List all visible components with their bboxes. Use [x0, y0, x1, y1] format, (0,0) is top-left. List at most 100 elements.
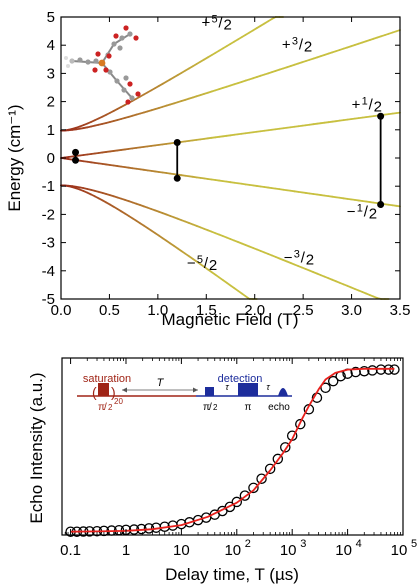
level-label-sign: − [187, 255, 196, 272]
echo-x-axis-label: Delay time, T (µs) [165, 565, 299, 584]
level-label-numerator: 1 [362, 95, 368, 107]
x-tick-label: 1.5 [196, 302, 217, 319]
det-pulse-den: 2 [213, 403, 218, 412]
pi-pulse-label: π [245, 402, 252, 413]
det-pulse-num: π [203, 402, 210, 413]
level-label: −5/2 [187, 254, 217, 274]
sat-pulse-den: 2 [108, 403, 113, 412]
sat-pulse-num: π [98, 402, 105, 413]
data-point [320, 382, 331, 394]
level-label-denominator: 2 [223, 17, 231, 34]
level-label-slash: / [218, 15, 223, 32]
x-tick-label: 3.5 [390, 302, 411, 319]
energy-level-segment [395, 204, 401, 208]
energy-level-segment [395, 111, 401, 115]
T-arrow-left-head [122, 387, 127, 393]
zeeman-plot-frame [60, 16, 401, 300]
level-label-sign: − [284, 249, 293, 266]
data-point [280, 442, 291, 453]
fit-line [70, 367, 395, 533]
x-tick-label: 0.1 [60, 542, 81, 559]
transition-point-upper [72, 148, 80, 156]
data-point [295, 418, 306, 430]
level-labels: +5/2+ 3/2+ 1/2− 1/2− 5/2−3/2 [187, 14, 382, 274]
detection-label: detection [218, 373, 263, 385]
echo-fit-curve [70, 367, 395, 533]
x-tick-label: 0.5 [99, 302, 120, 319]
T-arrow-right-head [193, 387, 198, 393]
echo-data-points [65, 364, 400, 537]
data-point [272, 453, 284, 465]
echo-plot-frame [61, 357, 404, 536]
level-label-slash: / [204, 255, 209, 272]
sat-close-paren: ) [111, 384, 116, 400]
y-tick-label: -4 [42, 263, 55, 280]
y-tick-label: 1 [47, 122, 55, 139]
level-label-denominator: 2 [209, 257, 217, 274]
tau-label-1: τ [225, 382, 229, 392]
level-label-denominator: 2 [304, 38, 312, 55]
level-label: −1/2 [347, 203, 377, 223]
level-label-numerator: 5 [197, 254, 203, 266]
level-label-denominator: 2 [369, 206, 377, 223]
x-tick-label: 10 [391, 542, 408, 559]
y-tick-label: -5 [42, 291, 55, 308]
level-label-sign: + [352, 96, 361, 113]
data-point [264, 463, 276, 475]
transition-point-lower [377, 201, 385, 209]
sat-pulse-slash: / [104, 402, 107, 413]
transition-point-lower [72, 156, 80, 164]
y-tick-label: 0 [47, 150, 55, 167]
echo-x-ticks: 0.1 1 10 10 2 10 3 10 4 10 5 [60, 358, 417, 559]
molecule-structure-icon [64, 25, 141, 105]
transition-point-lower [173, 174, 181, 182]
echo-signal [278, 388, 288, 396]
level-label: −3/2 [284, 248, 314, 268]
x-tick-label: 1 [122, 542, 130, 559]
saturation-pulse-label: π / 2 20 [98, 397, 123, 413]
transition-point-upper [173, 138, 181, 146]
saturation-label: saturation [83, 373, 131, 385]
y-tick-label: 2 [47, 94, 55, 111]
x-tick-label: 10 [280, 542, 297, 559]
detection-pi-pulse [238, 383, 258, 396]
energy-level-segment [395, 29, 401, 33]
level-label-slash: / [369, 96, 374, 113]
level-label-sign: + [201, 15, 210, 32]
y-tick-label: -3 [42, 235, 55, 252]
echo-chart: saturation ( ) π / 2 20 T detection τ τ … [27, 357, 417, 584]
data-point [239, 490, 251, 501]
x-tick-label-exponent: 5 [411, 538, 417, 550]
y-tick-label: 3 [47, 65, 55, 82]
level-label: +3/2 [282, 35, 312, 55]
det-pulse-slash: / [209, 402, 212, 413]
level-label: +5/2 [201, 14, 231, 34]
x-tick-label: 0.0 [51, 302, 72, 319]
level-label-slash: / [364, 204, 369, 221]
data-point [359, 365, 370, 377]
pulse-sequence-inset: saturation ( ) π / 2 20 T detection τ τ … [77, 373, 292, 413]
x-tick-label: 1.0 [147, 302, 168, 319]
data-point [327, 375, 339, 387]
transition-point-upper [377, 112, 385, 120]
level-label: +1/2 [352, 95, 382, 115]
zeeman-chart: +5/2+ 3/2+ 1/2− 1/2− 5/2−3/2 0.0 0.5 1.0 1.5 2.0… [5, 9, 410, 329]
saturation-pulse [98, 383, 109, 396]
x-tick-label: 2.0 [244, 302, 265, 319]
level-label-slash: / [301, 249, 306, 266]
level-label-numerator: 3 [294, 248, 300, 260]
sat-pulse-exp: 20 [114, 397, 123, 406]
y-tick-label: -2 [42, 206, 55, 223]
x-tick-label-exponent: 3 [300, 538, 306, 550]
x-tick-label-exponent: 4 [356, 538, 362, 550]
x-tick-label: 10 [224, 542, 241, 559]
data-point [256, 473, 267, 485]
x-tick-label-exponent: 2 [245, 538, 251, 550]
transition-markers [72, 112, 385, 209]
echo-y-axis-label: Echo Intensity (a.u.) [27, 372, 46, 523]
y-tick-label: 4 [47, 37, 55, 54]
zeeman-x-axis-label: Magnetic Field (T) [162, 310, 299, 329]
level-label-sign: − [347, 204, 356, 221]
x-tick-label: 10 [173, 542, 190, 559]
